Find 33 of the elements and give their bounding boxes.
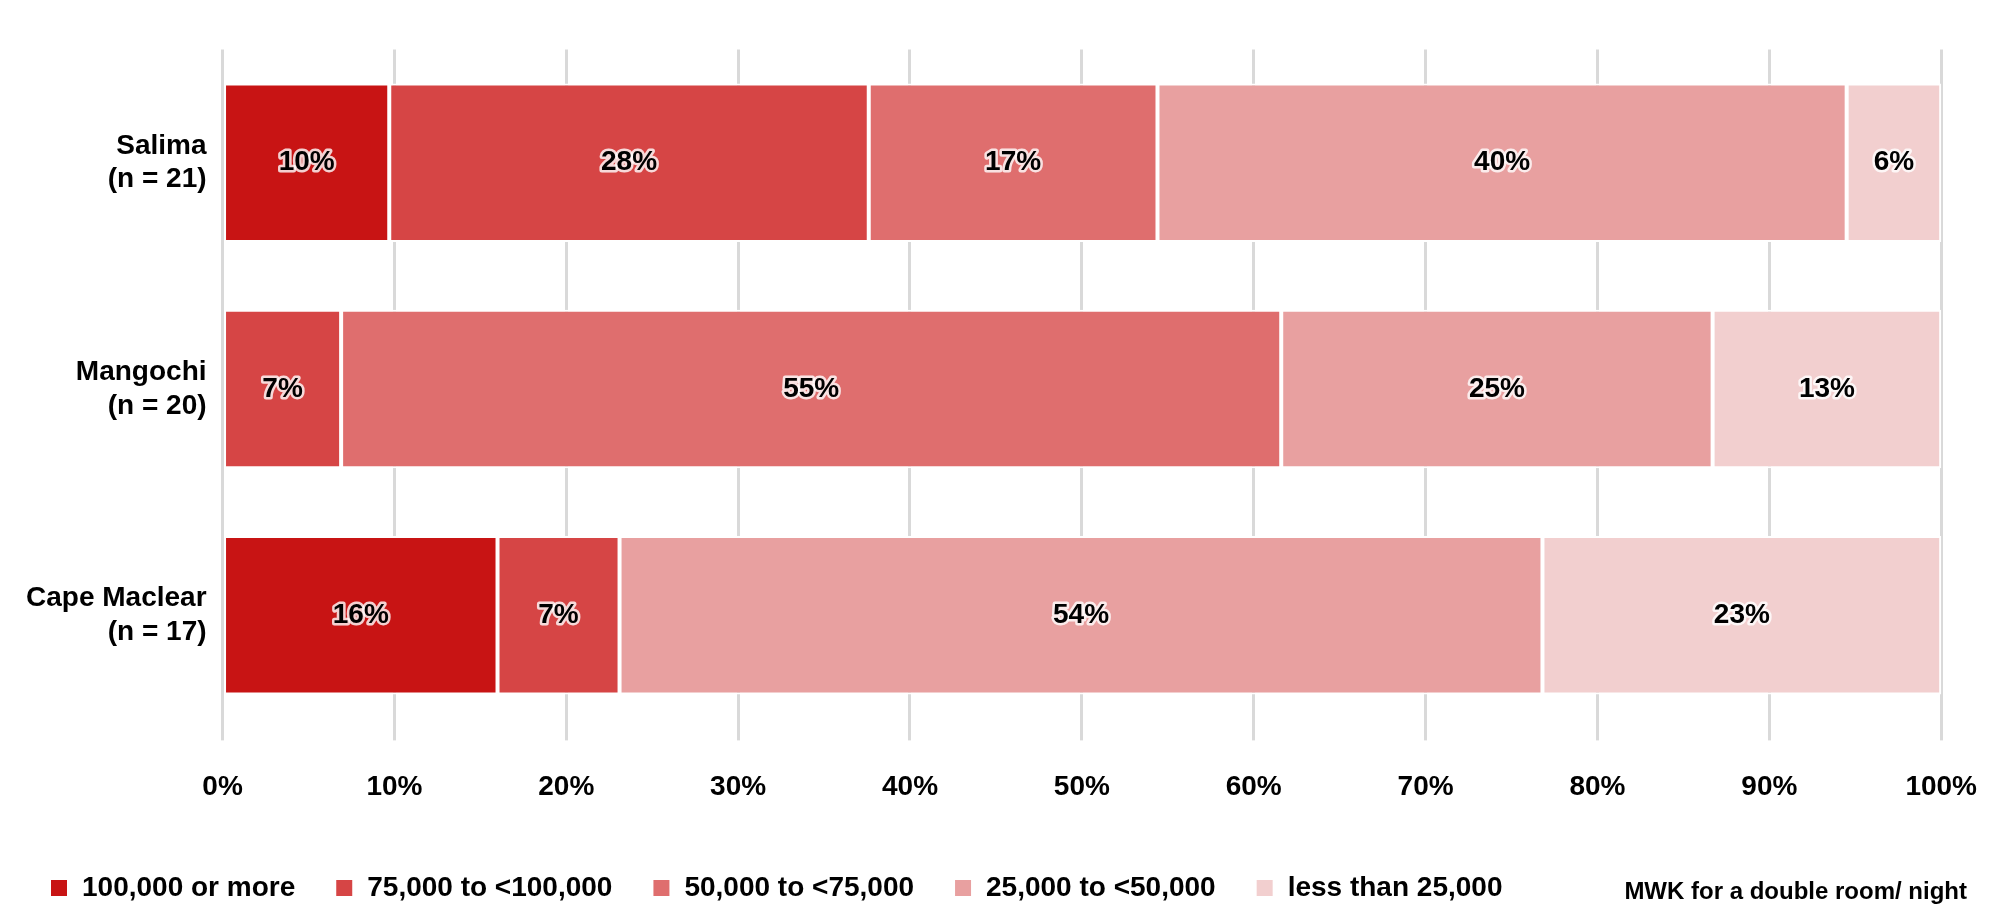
data-label: 23%: [1713, 597, 1770, 629]
x-tick-label: 100%: [1905, 769, 1978, 801]
x-tick-label: 80%: [1569, 769, 1626, 801]
data-label: 54%: [1052, 597, 1110, 629]
data-label: 17%: [985, 145, 1042, 177]
x-tick-label: 70%: [1397, 769, 1454, 801]
data-label: 7%: [262, 371, 303, 403]
data-label: 10%: [278, 145, 335, 177]
data-label: 13%: [1798, 371, 1856, 403]
legend-label: 100,000 or more: [82, 870, 296, 902]
y-tick-label: Salima (n = 21): [107, 128, 207, 194]
data-label: 55%: [783, 371, 840, 403]
legend-label: 25,000 to <50,000: [986, 870, 1216, 902]
x-tick-label: 90%: [1741, 769, 1798, 801]
data-label: 40%: [1474, 145, 1531, 177]
x-tick-label: 0%: [202, 769, 243, 801]
x-tick-label: 10%: [366, 769, 423, 801]
data-label: 25%: [1468, 371, 1526, 403]
data-label: 28%: [600, 145, 658, 177]
legend-label: 75,000 to <100,000: [367, 870, 613, 902]
legend-label: less than 25,000: [1287, 870, 1503, 902]
x-tick-label: 30%: [710, 769, 767, 801]
y-tick-label: Mangochi (n = 20): [75, 354, 207, 420]
legend-label: 50,000 to <75,000: [684, 870, 915, 902]
x-tick-label: 50%: [1053, 769, 1110, 801]
x-tick-label: 40%: [881, 769, 939, 801]
data-label: 6%: [1873, 145, 1915, 177]
y-tick-label: Cape Maclear (n = 17): [25, 581, 207, 646]
x-tick-label: 20%: [538, 769, 595, 801]
x-tick-label: 60%: [1225, 769, 1282, 801]
data-label: 7%: [538, 597, 579, 629]
data-label: 16%: [332, 597, 389, 629]
text: MWK for a double room/ night: [1624, 876, 1967, 904]
